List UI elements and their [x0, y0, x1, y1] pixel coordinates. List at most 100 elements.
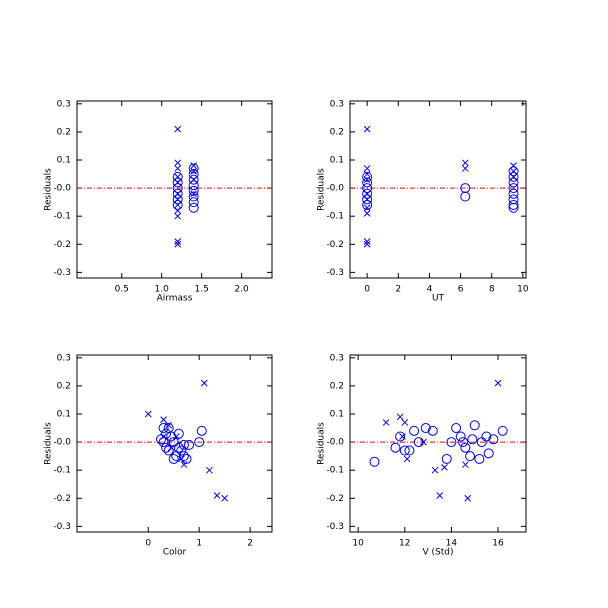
- point: [497, 425, 508, 436]
- point: [427, 425, 438, 436]
- point: [174, 195, 182, 203]
- point: [206, 466, 213, 474]
- x-axis-label: UT: [432, 294, 445, 304]
- point: [188, 197, 199, 208]
- point: [508, 177, 519, 188]
- point: [174, 173, 182, 181]
- point: [508, 171, 519, 182]
- x-tick-label: 1.0: [155, 285, 170, 295]
- point: [174, 159, 182, 167]
- y-tick-label: -0.0: [326, 438, 344, 448]
- plot: -0.3 -0.2 -0.1 -0.0 0.1 0.2 0.3 0 2 4 6 8 10 UT Residu…: [317, 99, 529, 303]
- y-tick-label: -0.1: [326, 466, 344, 476]
- point: [178, 439, 189, 450]
- plot-frame: [349, 354, 527, 533]
- point: [172, 171, 183, 182]
- point: [431, 466, 439, 474]
- x-tick-label: 0.5: [115, 285, 129, 295]
- point: [369, 456, 380, 467]
- point: [363, 210, 371, 217]
- x-tick-label: 0: [364, 285, 370, 295]
- x-tick-label: 12: [399, 539, 410, 549]
- y-axis-label: Residuals: [317, 422, 327, 465]
- y-tick-label: 0.3: [330, 353, 344, 363]
- x-tick-label: 8: [489, 285, 495, 295]
- x-tick-label: 0: [145, 539, 151, 549]
- point: [399, 445, 410, 456]
- plot: -0.3 -0.2 -0.1 -0.0 0.1 0.2 0.3 0.5 1.0 1.5 2.0 Air…: [44, 99, 273, 304]
- point: [436, 492, 444, 499]
- point: [190, 176, 198, 184]
- point: [174, 238, 182, 245]
- y-tick-label: 0.1: [57, 156, 71, 166]
- point: [190, 190, 198, 198]
- point: [174, 190, 182, 198]
- y-tick-label: 0.3: [57, 99, 71, 109]
- point: [173, 428, 184, 439]
- point: [174, 212, 182, 220]
- point: [221, 494, 229, 502]
- point: [144, 410, 152, 418]
- y-tick-label: 0.1: [330, 156, 344, 166]
- y-tick-label: -0.0: [53, 184, 71, 194]
- x-tick-label: 2: [395, 285, 401, 295]
- plot-frame: [349, 100, 527, 279]
- y-tick-label: -0.2: [326, 240, 344, 250]
- y-tick-label: 0.2: [330, 381, 344, 391]
- point: [363, 176, 371, 184]
- point: [446, 437, 457, 448]
- point: [494, 379, 502, 387]
- y-tick-label: 0.3: [57, 353, 71, 363]
- y-tick-label: 0.2: [330, 127, 344, 137]
- point: [172, 194, 183, 205]
- point: [510, 167, 517, 175]
- point: [363, 165, 371, 172]
- y-tick-label: -0.1: [53, 212, 71, 222]
- point: [363, 238, 371, 245]
- point: [158, 437, 169, 448]
- point: [168, 453, 179, 464]
- point: [174, 165, 182, 172]
- point: [390, 442, 401, 453]
- point: [176, 445, 187, 456]
- point: [188, 202, 199, 213]
- x-tick-label: 10: [517, 285, 529, 295]
- point: [508, 183, 519, 194]
- point: [181, 453, 192, 464]
- y-tick-label: -0.3: [53, 268, 71, 278]
- point: [174, 207, 182, 214]
- point: [413, 437, 424, 448]
- point: [363, 170, 371, 178]
- point: [508, 194, 519, 205]
- point: [363, 195, 371, 203]
- x-tick-label: 1: [196, 539, 202, 549]
- point: [363, 204, 371, 212]
- point: [362, 177, 373, 188]
- point: [510, 173, 517, 181]
- plot-frame: [76, 354, 273, 533]
- point: [461, 165, 469, 172]
- point: [213, 492, 221, 499]
- y-tick-label: -0.1: [53, 466, 71, 476]
- y-tick-label: 0.2: [57, 127, 71, 137]
- point: [194, 437, 205, 448]
- point: [395, 431, 406, 442]
- y-tick-label: 0.3: [330, 99, 344, 109]
- point: [409, 425, 420, 436]
- point: [462, 461, 469, 468]
- y-tick-label: -0.2: [53, 240, 71, 250]
- x-tick-label: 1.5: [195, 285, 209, 295]
- point: [363, 240, 371, 248]
- point: [172, 199, 183, 210]
- x-tick-label: 6: [458, 285, 464, 295]
- point: [460, 191, 471, 202]
- point: [420, 423, 431, 434]
- point: [465, 451, 476, 462]
- point: [488, 434, 499, 445]
- point: [156, 434, 167, 445]
- y-tick-label: 0.2: [57, 381, 71, 391]
- point: [362, 171, 373, 182]
- point: [188, 174, 199, 185]
- point: [508, 166, 519, 177]
